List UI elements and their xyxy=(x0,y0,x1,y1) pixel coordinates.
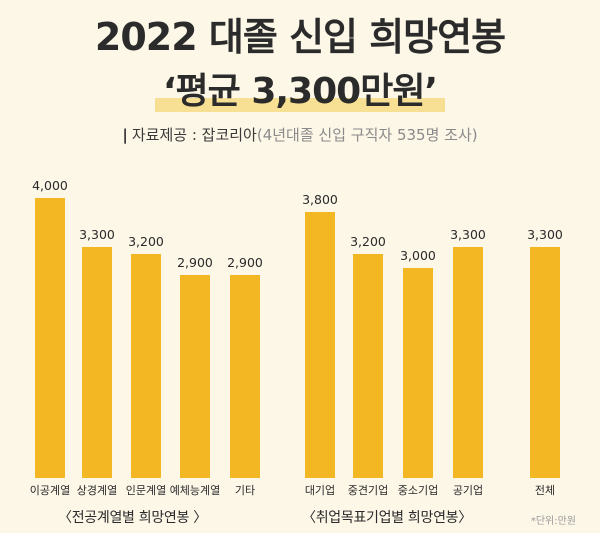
category-label-0-1: 상경계열 xyxy=(77,484,117,497)
value-label-1-0: 3,800 xyxy=(302,192,338,207)
value-label-0-4: 2,900 xyxy=(227,255,263,270)
bar-0-3 xyxy=(180,275,210,478)
source-line: | 자료제공 : 잡코리아(4년대졸 신입 구직자 535명 조사) xyxy=(0,124,600,145)
value-label-1-3: 3,300 xyxy=(450,227,486,242)
category-label-0-2: 인문계열 xyxy=(126,484,166,497)
bar-1-2 xyxy=(403,268,433,478)
category-label-0-0: 이공계열 xyxy=(30,484,70,497)
bar-1-4 xyxy=(530,247,560,478)
bar-0-2 xyxy=(131,254,161,478)
bar-1-3 xyxy=(453,247,483,478)
source-divider: | xyxy=(122,126,128,144)
bar-1-0 xyxy=(305,212,335,478)
subtitle-wrap: ‘평균 3,300만원’ xyxy=(0,62,600,114)
bar-1-1 xyxy=(353,254,383,478)
chart-subtitle: ‘평균 3,300만원’ xyxy=(154,62,446,114)
category-label-1-4: 전체 xyxy=(535,484,555,497)
value-label-1-4: 3,300 xyxy=(527,227,563,242)
group-label-company: 〈취업목표기업별 희망연봉〉 xyxy=(302,510,472,526)
chart-title: 2022 대졸 신입 희망연봉 xyxy=(94,15,506,59)
category-label-0-4: 기타 xyxy=(235,484,255,497)
source-label: 자료제공 : 잡코리아 xyxy=(131,126,257,144)
value-label-1-1: 3,200 xyxy=(350,234,386,249)
value-label-0-3: 2,900 xyxy=(177,255,213,270)
group-label-major: 〈전공계열별 희망연봉 〉 xyxy=(58,510,207,526)
value-label-0-2: 3,200 xyxy=(128,234,164,249)
subtitle-text: ‘평균 3,300만원’ xyxy=(162,71,438,112)
category-label-1-2: 중소기업 xyxy=(398,484,438,497)
value-label-0-0: 4,000 xyxy=(32,178,68,193)
value-label-1-2: 3,000 xyxy=(400,248,436,263)
bar-0-4 xyxy=(230,275,260,478)
bar-0-1 xyxy=(82,247,112,478)
bar-0-0 xyxy=(35,198,65,478)
category-label-1-3: 공기업 xyxy=(453,484,483,497)
unit-note: *단위:만원 xyxy=(530,516,576,527)
source-note: (4년대졸 신입 구직자 535명 조사) xyxy=(256,126,478,144)
category-label-0-3: 예체능계열 xyxy=(170,484,221,497)
category-label-1-1: 중견기업 xyxy=(348,484,388,497)
value-label-0-1: 3,300 xyxy=(79,227,115,242)
category-label-1-0: 대기업 xyxy=(305,484,335,497)
